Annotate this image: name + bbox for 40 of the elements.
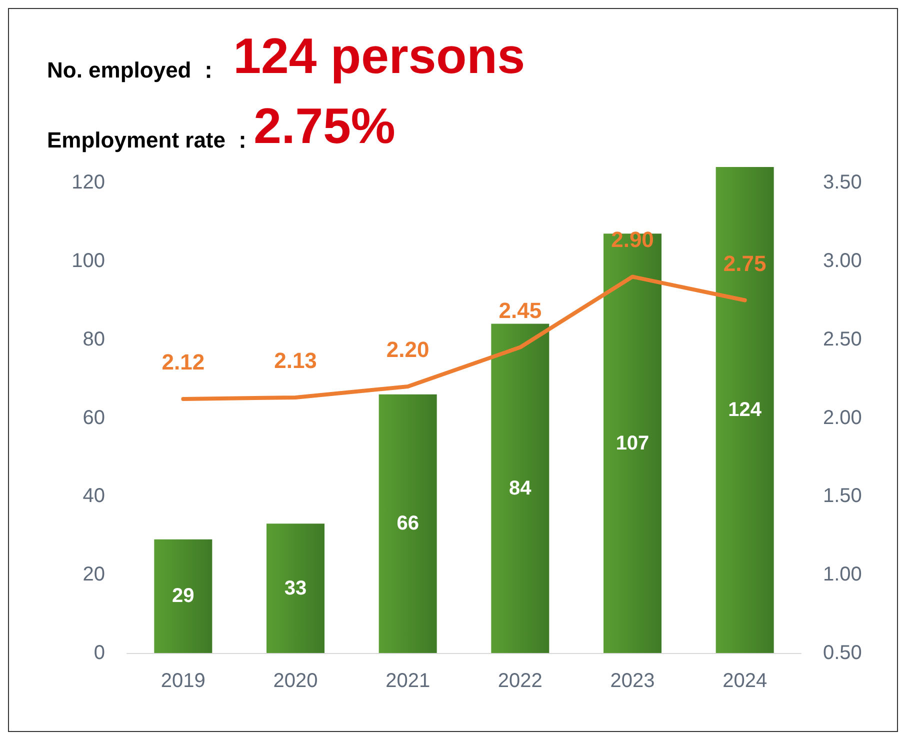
data-label: 29 — [172, 585, 194, 608]
bar — [716, 167, 774, 653]
bar — [378, 394, 437, 653]
y-tick-label: 100 — [72, 250, 105, 272]
y-tick-label: 0 — [94, 642, 105, 664]
y-tick-label: 120 — [72, 172, 105, 194]
data-label: 2.45 — [498, 298, 542, 323]
x-tick-label: 2019 — [160, 670, 206, 692]
chart-title: No. employed ： 124 persons — [47, 28, 526, 84]
bar — [266, 524, 324, 653]
bar — [604, 234, 662, 653]
x-tick-label: 2023 — [610, 670, 655, 692]
data-label: 2.90 — [611, 227, 654, 252]
data-label: 2.20 — [386, 336, 430, 362]
y-tick-label: 20 — [82, 564, 105, 586]
y-tick-label: 60 — [82, 406, 105, 429]
x-tick-label: 2024 — [722, 670, 768, 692]
data-label: 2.12 — [162, 350, 205, 375]
bar — [491, 324, 550, 653]
data-label: 107 — [616, 432, 650, 454]
bar — [154, 539, 212, 653]
y2-tick-label: 2.50 — [823, 328, 862, 350]
y2-tick-label: 0.50 — [823, 642, 862, 664]
y2-tick-label: 1.50 — [823, 485, 862, 508]
x-tick-label: 2021 — [386, 670, 430, 692]
y2-tick-label: 1.00 — [823, 564, 862, 586]
x-tick-label: 2022 — [498, 670, 542, 692]
y2-tick-label: 2.00 — [823, 406, 862, 429]
y-tick-label: 80 — [82, 328, 105, 350]
y2-tick-label: 3.00 — [823, 250, 862, 272]
data-label: 2.13 — [274, 348, 317, 373]
data-label: 124 — [728, 399, 762, 421]
y-tick-label: 40 — [82, 485, 105, 508]
x-tick-label: 2020 — [273, 670, 318, 692]
data-label: 33 — [284, 577, 307, 600]
data-label: 2.75 — [723, 250, 766, 276]
chart-subtitle: Employment rate ：2.75% — [47, 98, 396, 154]
data-label: 84 — [509, 477, 532, 500]
y2-tick-label: 3.50 — [823, 172, 862, 194]
data-label: 66 — [396, 512, 419, 535]
